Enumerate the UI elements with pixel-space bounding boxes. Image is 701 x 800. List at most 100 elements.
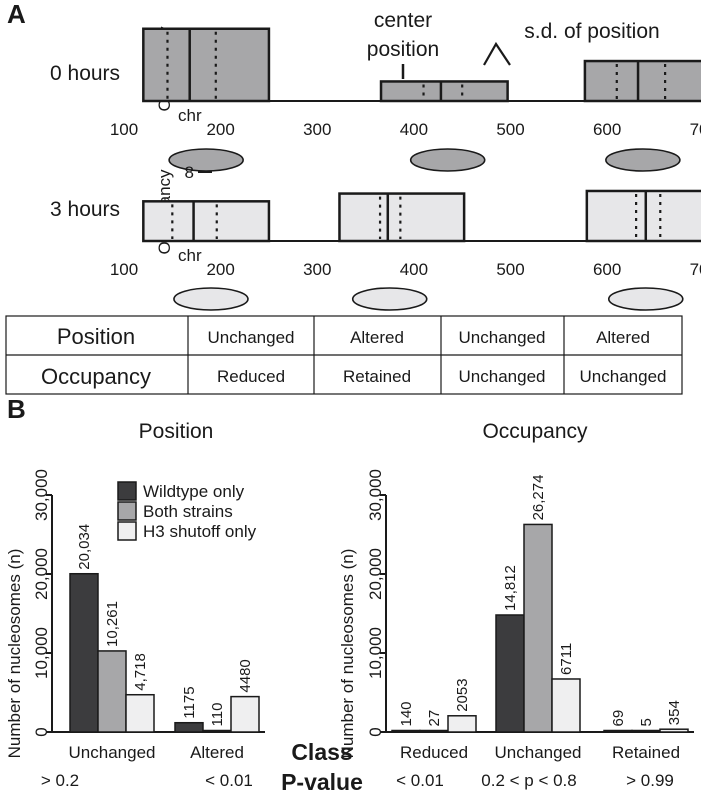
nucleosome-ellipse: [605, 148, 681, 172]
y-tick-label: 0: [366, 727, 385, 736]
occupancy-bar-chart: 0 10,000 20,000 30,000 Number of nucleosomes…: [338, 469, 694, 762]
bar: [659, 728, 689, 733]
bar: [551, 678, 581, 733]
occupancy-box: [338, 192, 466, 243]
chr-label: chr: [178, 246, 202, 265]
bar-value-label: 69: [610, 710, 627, 727]
bar-value-label: 26,274: [530, 475, 547, 521]
chr-label: chr: [178, 106, 202, 125]
bar: [419, 729, 449, 733]
bar-value-label: 140: [398, 701, 415, 726]
legend-swatch-wildtype: [117, 481, 137, 501]
table-header-occupancy: Occupancy: [41, 364, 151, 389]
position-chart-title: Position: [139, 420, 214, 443]
x-tick-label: 500: [496, 260, 524, 279]
table-cell: Unchanged: [580, 367, 667, 386]
occupancy-box: [583, 59, 701, 103]
table-cell: Unchanged: [459, 367, 546, 386]
nucleosome-ellipse: [607, 287, 684, 311]
bar-value-label: 5: [638, 718, 655, 726]
legend-swatch-h3: [117, 521, 137, 541]
x-tick-label: 400: [400, 260, 428, 279]
bar-value-label: 4,718: [132, 653, 149, 691]
pvalue-occupancy-reduced: < 0.01: [396, 771, 444, 790]
bar-value-label: 1175: [181, 686, 198, 718]
y-tick-label: 8: [185, 163, 194, 182]
x-tick-label: 700: [690, 120, 701, 139]
y-axis-label: Number of nucleosomes (n): [338, 549, 357, 759]
track-3-hours: 3 hoursOccupancy84chr1002003004005006007…: [50, 163, 701, 311]
bar: [69, 572, 99, 733]
x-tick-label: 200: [206, 260, 234, 279]
x-tick-label: 200: [206, 120, 234, 139]
bar: [97, 650, 127, 733]
bar: [202, 729, 232, 733]
occupancy-box: [585, 189, 701, 243]
occupancy-box: [142, 200, 271, 243]
panel-b-letter: B: [7, 394, 26, 424]
table-cell: Unchanged: [208, 328, 295, 347]
center-position-label-line2: position: [367, 38, 439, 61]
occupancy-chart-title: Occupancy: [482, 420, 588, 443]
category-label: Unchanged: [69, 743, 156, 762]
bar-value-label: 27: [426, 710, 443, 727]
x-tick-label: 400: [400, 120, 428, 139]
table-cell: Altered: [350, 328, 404, 347]
track-time-label: 3 hours: [50, 198, 120, 221]
pvalue-label: P-value: [281, 769, 363, 795]
bar-value-label: 20,034: [76, 524, 93, 570]
y-tick-label: 20,000: [32, 548, 51, 600]
legend-label-both: Both strains: [143, 502, 233, 521]
track-0-hours: 0 hoursOccupancy84chr1002003004005006007…: [50, 24, 701, 172]
category-label: Retained: [612, 743, 680, 762]
bar-value-label: 4480: [237, 659, 254, 692]
pvalue-occupancy-unchanged: 0.2 < p < 0.8: [481, 771, 576, 790]
x-tick-label: 100: [110, 120, 138, 139]
nucleosome-ellipse: [168, 148, 244, 172]
y-tick-label: 10,000: [32, 627, 51, 679]
track-time-label: 0 hours: [50, 62, 120, 85]
pvalue-position-unchanged: > 0.2: [41, 771, 79, 790]
x-tick-label: 300: [303, 260, 331, 279]
y-tick-label: 10,000: [366, 627, 385, 679]
nucleosome-ellipse: [351, 287, 428, 311]
x-tick-label: 500: [496, 120, 524, 139]
bar: [174, 721, 204, 733]
pvalue-occupancy-retained: > 0.99: [626, 771, 674, 790]
sd-position-label: s.d. of position: [524, 20, 659, 43]
bar-value-label: 110: [209, 703, 226, 727]
bar: [230, 695, 260, 733]
legend-label-wildtype: Wildtype only: [143, 482, 245, 501]
table-cell: Altered: [596, 328, 650, 347]
bar-value-label: 354: [666, 700, 683, 725]
table-header-position: Position: [57, 324, 135, 349]
bar-value-label: 6711: [558, 643, 575, 675]
x-tick-label: 600: [593, 120, 621, 139]
bar: [603, 729, 633, 733]
y-tick-label: 30,000: [366, 469, 385, 521]
occupancy-box: [142, 27, 271, 103]
bar: [447, 715, 477, 733]
center-position-label-line1: center: [374, 9, 432, 32]
bar: [495, 614, 525, 733]
nucleosome-ellipse: [173, 287, 249, 311]
bar-value-label: 14,812: [502, 565, 519, 611]
x-tick-label: 300: [303, 120, 331, 139]
bar: [523, 523, 553, 733]
legend-swatch-both: [117, 501, 137, 521]
classification-table: Position Unchanged Altered Unchanged Alt…: [5, 315, 683, 395]
category-label: Reduced: [400, 743, 468, 762]
legend-label-h3: H3 shutoff only: [143, 522, 257, 541]
position-bar-chart: 0 10,000 20,000 30,000 Number of nucleosomes…: [5, 469, 265, 762]
nucleosome-ellipse: [409, 148, 486, 172]
sd-bracket: [483, 41, 511, 66]
x-tick-label: 700: [690, 260, 701, 279]
bar: [391, 729, 421, 733]
category-label: Altered: [190, 743, 244, 762]
table-cell: Unchanged: [459, 328, 546, 347]
legend: Wildtype only Both strains H3 shutoff on…: [117, 481, 257, 541]
panel-a-letter: A: [7, 0, 26, 29]
bar: [631, 729, 661, 733]
table-cell: Reduced: [217, 367, 285, 386]
